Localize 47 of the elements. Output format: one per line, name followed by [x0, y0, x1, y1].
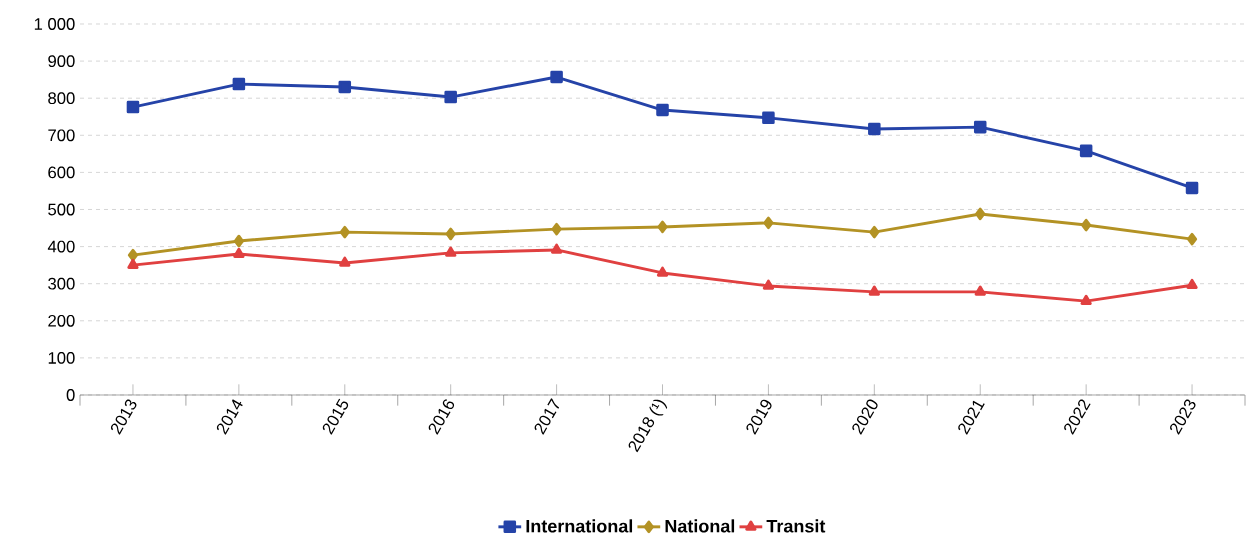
y-tick-label: 700 — [48, 129, 75, 142]
point — [1079, 144, 1093, 158]
point — [444, 90, 457, 104]
point — [868, 122, 881, 136]
point — [233, 247, 245, 259]
point — [975, 207, 986, 221]
point — [656, 103, 669, 117]
point — [550, 70, 563, 84]
point — [551, 223, 562, 236]
point — [973, 121, 987, 134]
legend-label: Transit — [766, 519, 826, 533]
point — [339, 256, 351, 267]
point — [763, 216, 774, 230]
y-tick-label: 800 — [48, 92, 75, 105]
y-tick-label: 0 — [66, 389, 75, 402]
point — [1081, 218, 1092, 232]
point — [974, 285, 986, 296]
point — [1186, 279, 1198, 290]
point — [126, 100, 140, 114]
point — [232, 77, 246, 91]
point — [762, 111, 775, 125]
point — [550, 243, 563, 254]
point — [233, 234, 244, 248]
point — [445, 246, 457, 257]
point — [1080, 295, 1092, 306]
legend-label: National — [665, 519, 735, 533]
y-tick-label: 300 — [48, 277, 75, 290]
point — [762, 279, 775, 290]
point — [1185, 181, 1199, 195]
point — [338, 80, 352, 94]
y-tick-label: 600 — [48, 166, 75, 179]
point — [868, 285, 880, 296]
y-tick-label: 200 — [48, 315, 75, 327]
legend-label: International — [526, 519, 633, 533]
point — [445, 227, 456, 241]
point — [869, 226, 880, 239]
y-tick-label: 900 — [48, 55, 75, 68]
y-tick-label: 400 — [47, 240, 75, 253]
y-tick-label: 1 000 — [34, 18, 75, 31]
point — [127, 259, 139, 270]
point — [657, 220, 668, 234]
point — [1186, 233, 1198, 246]
y-tick-label: 500 — [48, 203, 75, 216]
point — [339, 226, 350, 239]
point — [656, 266, 669, 277]
point — [127, 249, 139, 262]
y-tick-label: 100 — [48, 352, 75, 364]
